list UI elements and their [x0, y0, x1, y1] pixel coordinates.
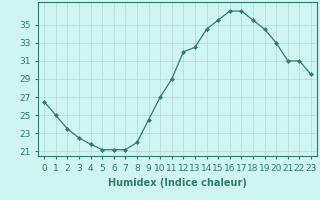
X-axis label: Humidex (Indice chaleur): Humidex (Indice chaleur) — [108, 178, 247, 188]
